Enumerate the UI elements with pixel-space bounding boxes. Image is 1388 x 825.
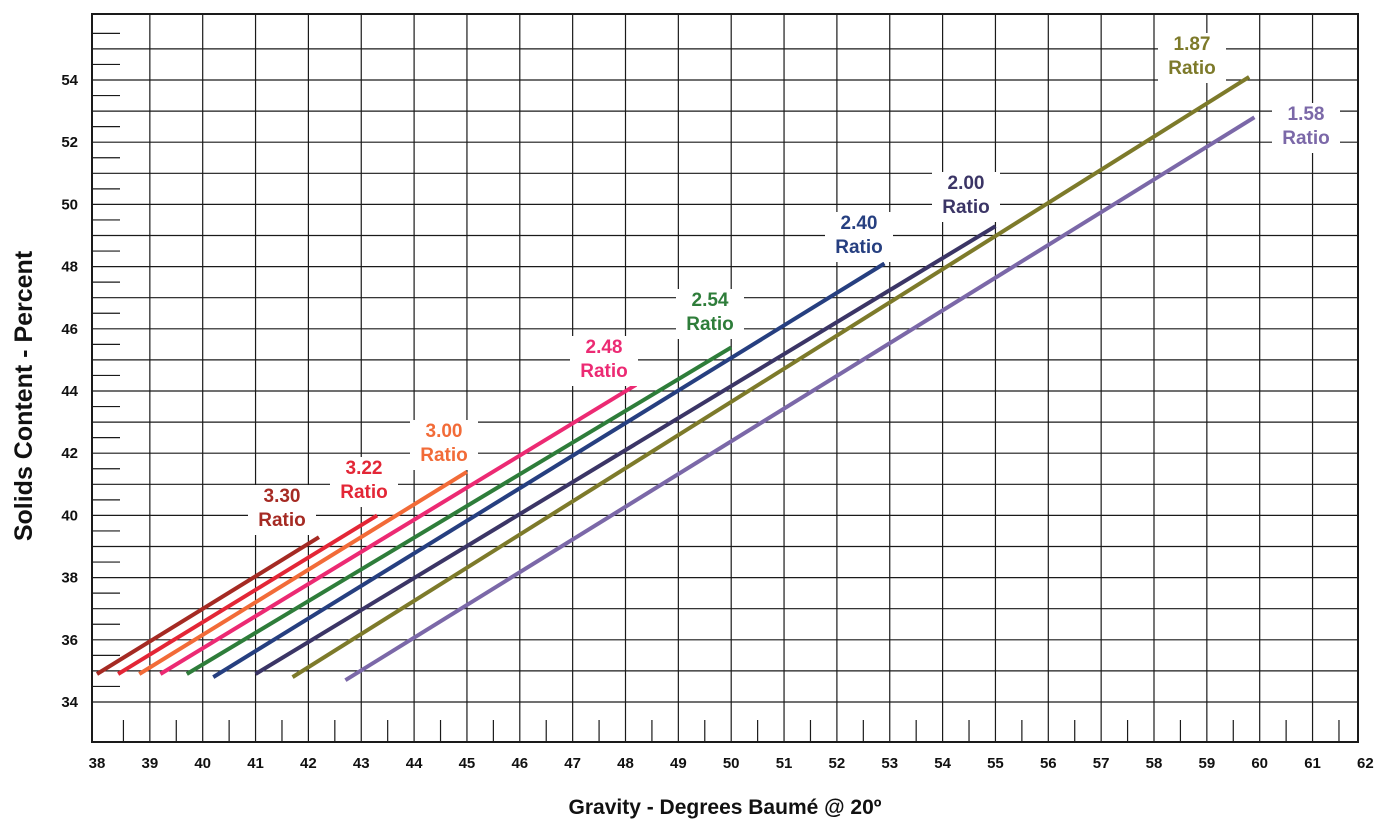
x-axis-title: Gravity - Degrees Baumé @ 20º [569, 796, 882, 819]
x-tick-label: 57 [1093, 755, 1110, 772]
series-label-ratio: Ratio [1282, 128, 1330, 149]
series-line-2 [138, 470, 469, 676]
x-tick-label: 40 [194, 755, 211, 772]
y-axis-title: Solids Content - Percent [10, 250, 38, 541]
series-line-8 [344, 115, 1256, 682]
y-tick-label: 54 [61, 72, 78, 89]
x-tick-label: 53 [881, 755, 898, 772]
x-tick-labels: 38 39 40 41 42 43 44 45 46 47 48 49 50 51 52 53 54 55 56 57… [89, 755, 1374, 772]
x-tick-label: 60 [1251, 755, 1268, 772]
grid [92, 14, 1358, 742]
x-tick-label: 49 [670, 755, 687, 772]
series-label-ratio: Ratio [420, 445, 468, 466]
series-label-6: 2.00 Ratio [932, 172, 1000, 222]
y-tick-label: 44 [61, 383, 78, 400]
series-label-value: 3.22 [346, 458, 383, 479]
x-tick-label: 41 [247, 755, 264, 772]
series-line-4 [185, 345, 733, 676]
x-tick-label: 46 [511, 755, 528, 772]
series-label-ratio: Ratio [835, 237, 883, 258]
x-tick-label: 50 [723, 755, 740, 772]
x-tick-label: 38 [89, 755, 106, 772]
series-line-5 [212, 261, 886, 679]
x-tick-label: 56 [1040, 755, 1057, 772]
series-line-3 [159, 383, 638, 676]
plot-frame [91, 13, 1359, 743]
series-label-bg [248, 485, 316, 535]
x-tick-label: 47 [564, 755, 581, 772]
y-tick-label: 46 [61, 321, 78, 338]
series-label-3: 2.48 Ratio [570, 336, 638, 386]
series-label-ratio: Ratio [686, 314, 734, 335]
y-tick-labels: 34 36 38 40 42 44 46 48 50 52 54 [61, 72, 78, 711]
series-label-8: 1.58 Ratio [1272, 103, 1340, 153]
y-tick-label: 48 [61, 259, 78, 276]
series-label-bg [1272, 103, 1340, 153]
y-tick-label: 40 [61, 507, 78, 524]
x-tick-label: 52 [829, 755, 846, 772]
series-label-bg [410, 420, 478, 470]
series-label-value: 3.00 [426, 421, 463, 442]
series-label-7: 1.87 Ratio [1158, 33, 1226, 83]
x-tick-label: 61 [1304, 755, 1321, 772]
series-label-ratio: Ratio [942, 197, 990, 218]
series-label-ratio: Ratio [258, 510, 306, 531]
series-label-bg [932, 172, 1000, 222]
series-label-value: 1.58 [1288, 104, 1325, 125]
x-tick-label: 51 [776, 755, 793, 772]
y-tick-label: 38 [61, 570, 78, 587]
y-tick-label: 52 [61, 134, 78, 151]
series-label-value: 3.30 [264, 486, 301, 507]
series-label-bg [676, 289, 744, 339]
series-label-4: 2.54 Ratio [676, 289, 744, 339]
x-tick-label: 58 [1146, 755, 1163, 772]
series-label-ratio: Ratio [340, 482, 388, 503]
x-tick-label: 43 [353, 755, 370, 772]
series-label-value: 1.87 [1174, 34, 1211, 55]
y-tick-label: 42 [61, 445, 78, 462]
x-tick-label: 39 [142, 755, 159, 772]
series-label-0: 3.30 Ratio [248, 485, 316, 535]
series-line-0 [95, 535, 321, 676]
series-lines [95, 75, 1256, 682]
y-tick-label: 50 [61, 196, 78, 213]
y-tick-label: 34 [61, 694, 78, 711]
series-label-1: 3.22 Ratio [330, 457, 398, 507]
series-label-value: 2.48 [586, 337, 623, 358]
series-line-7 [291, 75, 1251, 679]
series-line-1 [117, 513, 379, 676]
series-label-value: 2.40 [841, 213, 878, 234]
x-tick-label: 44 [406, 755, 423, 772]
x-tick-label: 55 [987, 755, 1004, 772]
series-label-2: 3.00 Ratio [410, 420, 478, 470]
series-label-bg [570, 336, 638, 386]
series-line-6 [254, 224, 997, 676]
series-label-5: 2.40 Ratio [825, 212, 893, 262]
series-label-ratio: Ratio [1168, 58, 1216, 79]
x-tick-label: 54 [934, 755, 951, 772]
x-tick-label: 45 [459, 755, 476, 772]
x-tick-label: 62 [1357, 755, 1374, 772]
x-tick-label: 42 [300, 755, 317, 772]
x-tick-label: 48 [617, 755, 634, 772]
series-label-ratio: Ratio [580, 361, 628, 382]
series-label-value: 2.54 [692, 290, 729, 311]
series-labels: 3.30Ratio3.22Ratio3.00Ratio2.48Ratio2.54… [248, 33, 1340, 535]
series-label-bg [1158, 33, 1226, 83]
minor-ticks [92, 32, 1340, 742]
y-tick-label: 36 [61, 632, 78, 649]
x-tick-label: 59 [1199, 755, 1216, 772]
series-label-bg [330, 457, 398, 507]
series-label-bg [825, 212, 893, 262]
series-label-value: 2.00 [948, 173, 985, 194]
